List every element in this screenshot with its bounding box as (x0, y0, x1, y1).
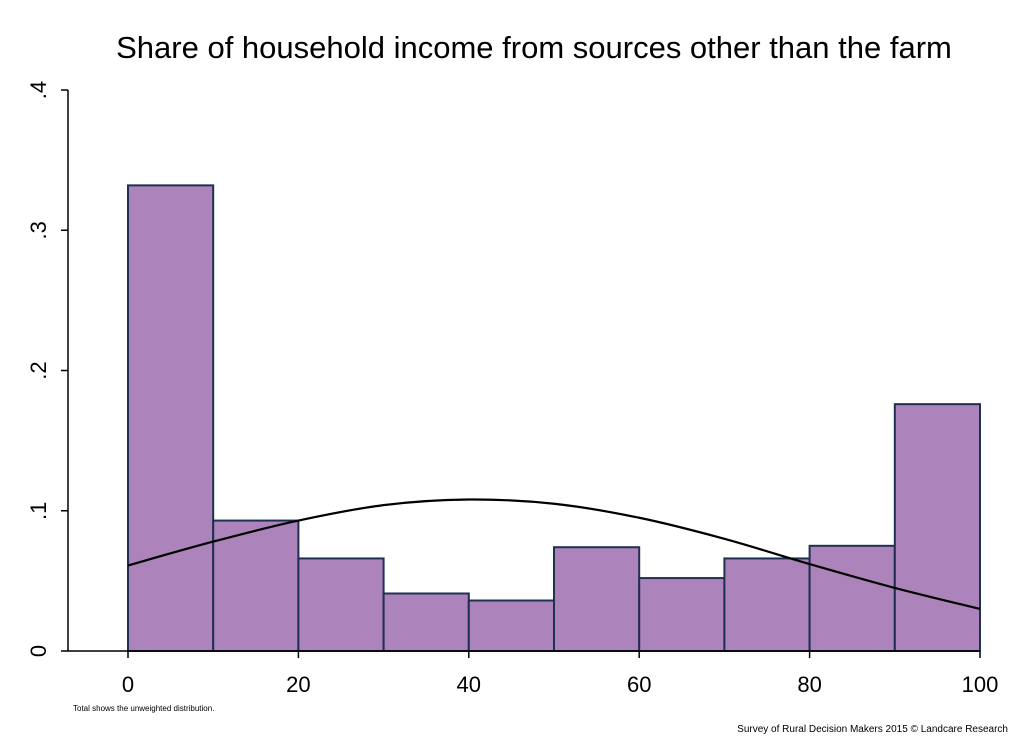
y-tick-label: .3 (26, 221, 51, 239)
histogram-bar-4 (382, 592, 470, 652)
x-tick-label: 40 (457, 672, 481, 697)
y-tick-label: .2 (26, 361, 51, 379)
y-tick-label: 0 (26, 645, 51, 657)
density-curve (127, 498, 981, 610)
histogram-bar-2 (212, 519, 300, 652)
bar-group (127, 184, 981, 653)
y-tick-label: .4 (26, 81, 51, 99)
credit-text: Survey of Rural Decision Makers 2015 © L… (737, 724, 1008, 735)
y-tick-label: .1 (26, 502, 51, 520)
histogram-bar-7 (638, 577, 726, 653)
x-tick-label: 60 (627, 672, 651, 697)
histogram-bar-10 (893, 403, 981, 652)
y-ticks: 0 .1 .2 .3 .4 (26, 81, 68, 657)
x-tick-label: 20 (286, 672, 310, 697)
histogram-bar-3 (297, 557, 385, 652)
x-tick-label: 100 (962, 672, 999, 697)
histogram-bar-6 (553, 546, 641, 653)
x-tick-label: 0 (122, 672, 134, 697)
x-tick-label: 80 (797, 672, 821, 697)
histogram-bar-8 (723, 557, 811, 652)
chart-title: Share of household income from sources o… (116, 30, 952, 65)
footnote: Total shows the unweighted distribution. (73, 704, 214, 713)
histogram-bar-5 (467, 599, 555, 653)
x-ticks: 0 20 40 60 80 100 (122, 651, 998, 697)
histogram-bar-1 (127, 184, 215, 652)
histogram-bar-9 (808, 544, 896, 652)
